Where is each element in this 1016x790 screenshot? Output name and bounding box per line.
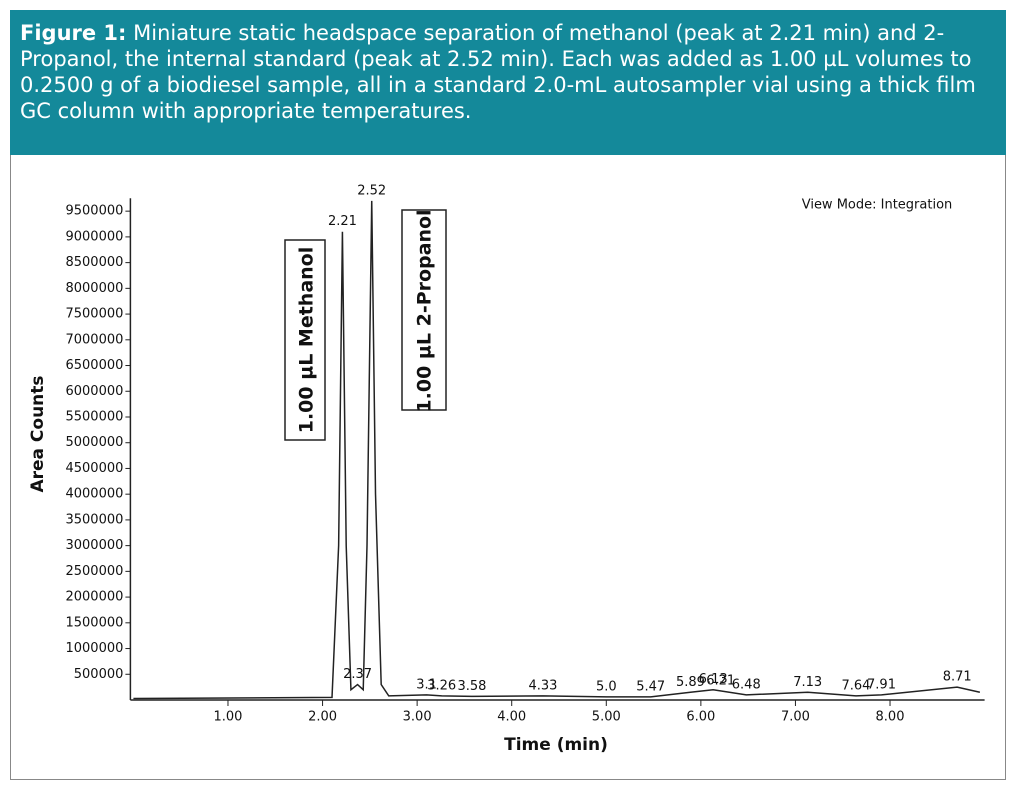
trace (133, 200, 981, 700)
caption-box: Figure 1: Miniature static headspace sep… (10, 10, 1006, 155)
annotation-box (401, 209, 447, 411)
annotation-box (284, 239, 326, 441)
view-mode: View Mode: Integration (802, 198, 953, 213)
y-tick-label: 8000000 (65, 281, 123, 296)
y-tick-label: 6500000 (65, 358, 123, 373)
x-tick-label: 6.00 (686, 710, 715, 725)
peak-label: 8.71 (943, 670, 972, 685)
x-tick-label: 1.00 (214, 710, 243, 725)
x-axis-label: Time (min) (504, 735, 608, 755)
peak-label: 2.52 (357, 183, 386, 198)
peak-label: 7.91 (867, 677, 896, 692)
y-axis-label: Area Counts (28, 375, 48, 492)
x-tick-label: 8.00 (876, 710, 905, 725)
y-tick-label: 7000000 (65, 332, 123, 347)
y-tick-label: 2500000 (65, 564, 123, 579)
x-tick-label: 4.00 (497, 710, 526, 725)
x-tick-label: 2.00 (308, 710, 337, 725)
y-tick-label: 2000000 (65, 590, 123, 605)
peak-label: 5.89 (676, 675, 705, 690)
annotation: 1.00 µL Methanol (296, 247, 318, 434)
y-tick-label: 4500000 (65, 461, 123, 476)
peak-label: 4.33 (528, 678, 557, 693)
y-tick-label: 500000 (74, 667, 124, 682)
x-tick-label: 7.00 (781, 710, 810, 725)
peak-label: 2.21 (328, 214, 357, 229)
y-tick-label: 1000000 (65, 641, 123, 656)
peak-label: 6.48 (732, 677, 761, 692)
peak-label: 6.13 (699, 672, 728, 687)
peak-label: 5.0 (596, 679, 617, 694)
peak-label: 6.21 (706, 673, 735, 688)
peak-label: 3.1 (416, 677, 437, 692)
y-tick-label: 5000000 (65, 435, 123, 450)
y-tick-label: 9500000 (65, 204, 123, 219)
peak-label: 7.13 (793, 675, 822, 690)
y-tick-label: 8500000 (65, 255, 123, 270)
peak-label: 3.58 (458, 679, 487, 694)
y-tick-label: 5500000 (65, 409, 123, 424)
x-tick-label: 5.00 (592, 710, 621, 725)
chart-panel (10, 155, 1006, 780)
y-tick-label: 6000000 (65, 384, 123, 399)
peak-label: 7.64 (841, 678, 870, 693)
peak-label: 3.26 (427, 678, 456, 693)
y-tick-label: 3000000 (65, 538, 123, 553)
x-tick-label: 3.00 (403, 710, 432, 725)
y-tick-label: 7500000 (65, 307, 123, 322)
caption-label: Figure 1: (20, 21, 127, 45)
y-tick-label: 1500000 (65, 615, 123, 630)
peak-label: 5.47 (636, 679, 665, 694)
caption: Miniature static headspace separation of… (20, 21, 976, 123)
y-tick-label: 4000000 (65, 487, 123, 502)
annotation: 1.00 µL 2-Propanol (414, 209, 436, 412)
y-tick-label: 3500000 (65, 512, 123, 527)
peak-label: 2.37 (343, 667, 372, 682)
y-tick-label: 9000000 (65, 229, 123, 244)
